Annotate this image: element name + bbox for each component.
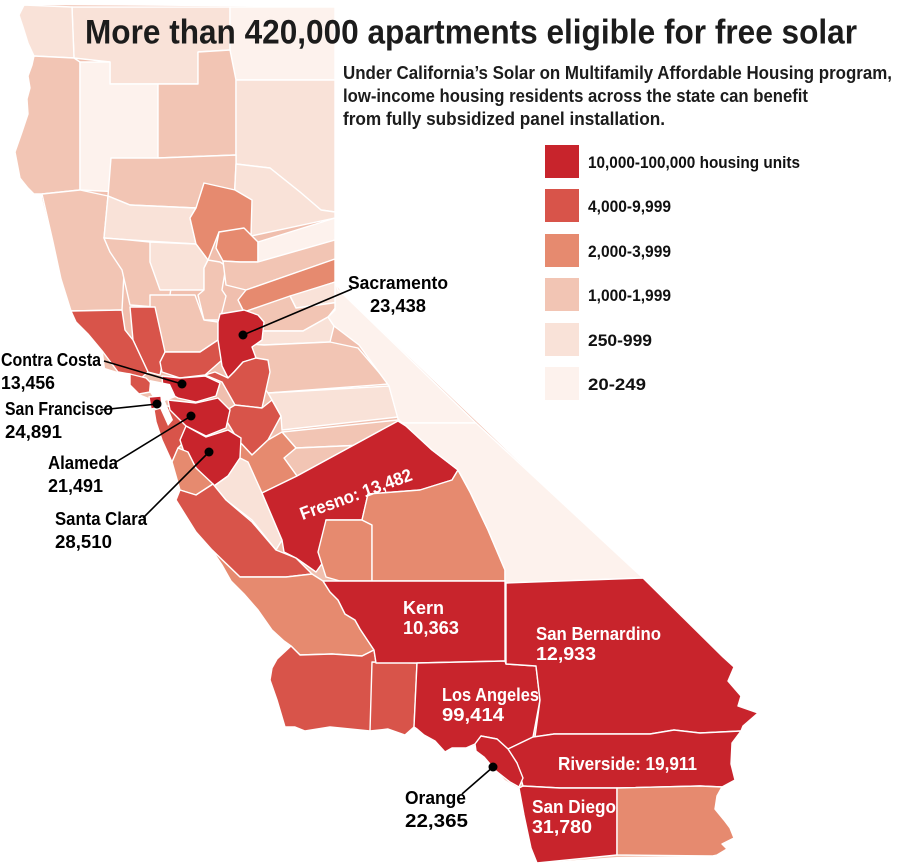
svg-text:13,456: 13,456 <box>1 373 55 393</box>
svg-text:12,933: 12,933 <box>536 644 596 664</box>
svg-text:28,510: 28,510 <box>55 532 112 552</box>
svg-text:San Francisco: San Francisco <box>5 399 113 419</box>
svg-text:23,438: 23,438 <box>370 296 426 316</box>
svg-text:low-income housing residents a: low-income housing residents across the … <box>343 86 808 106</box>
svg-text:Kern: Kern <box>403 598 444 618</box>
svg-text:Alameda: Alameda <box>48 453 119 473</box>
svg-text:Santa Clara: Santa Clara <box>55 509 148 529</box>
svg-text:Riverside: 19,911: Riverside: 19,911 <box>558 754 697 774</box>
svg-text:4,000-9,999: 4,000-9,999 <box>588 198 671 216</box>
svg-text:20-249: 20-249 <box>588 376 646 394</box>
svg-text:2,000-3,999: 2,000-3,999 <box>588 243 671 261</box>
svg-text:Under California’s Solar on Mu: Under California’s Solar on Multifamily … <box>343 63 892 83</box>
svg-text:22,365: 22,365 <box>405 811 468 831</box>
svg-text:31,780: 31,780 <box>532 817 592 837</box>
svg-text:Contra Costa: Contra Costa <box>1 350 102 370</box>
svg-text:24,891: 24,891 <box>5 422 62 442</box>
svg-text:1,000-1,999: 1,000-1,999 <box>588 287 671 305</box>
svg-text:99,414: 99,414 <box>442 705 504 725</box>
svg-text:from fully subsidized panel in: from fully subsidized panel installation… <box>343 109 665 129</box>
svg-text:21,491: 21,491 <box>48 476 103 496</box>
svg-text:Sacramento: Sacramento <box>348 273 448 293</box>
svg-text:Orange: Orange <box>405 788 466 808</box>
svg-text:More than 420,000 apartments e: More than 420,000 apartments eligible fo… <box>85 14 857 52</box>
svg-text:San Diego: San Diego <box>532 797 616 817</box>
svg-text:10,363: 10,363 <box>403 618 459 638</box>
svg-text:San Bernardino: San Bernardino <box>536 624 661 644</box>
svg-text:10,000-100,000 housing units: 10,000-100,000 housing units <box>588 154 800 172</box>
svg-text:Los Angeles: Los Angeles <box>442 685 539 705</box>
svg-text:250-999: 250-999 <box>588 332 652 350</box>
